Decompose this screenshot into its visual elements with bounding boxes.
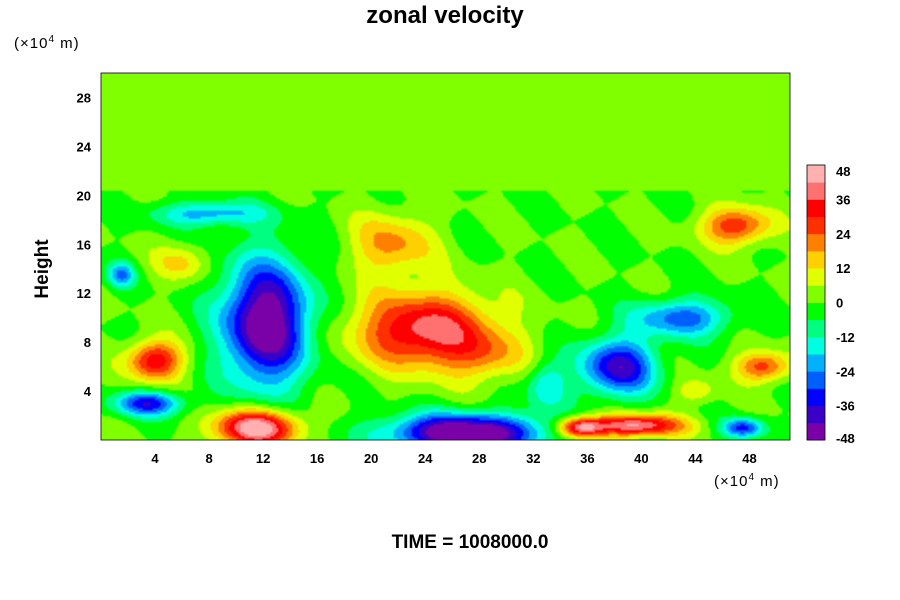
y-tick-label: 4 — [84, 384, 92, 399]
colorbar-swatch — [807, 250, 825, 269]
colorbar-swatch — [807, 285, 825, 303]
colorbar-swatch — [807, 405, 825, 424]
time-label: TIME = 1008000.0 — [391, 532, 549, 553]
colorbar-frame — [806, 164, 826, 441]
colorbar-swatch — [807, 388, 825, 407]
colorbar-swatch — [807, 336, 825, 355]
x-tick-label: 4 — [151, 451, 159, 466]
colorbar-tick-labels: 48 36 24 12 0 -12 -24 -36 -48 — [836, 164, 856, 446]
colorbar-tick-label: 0 — [836, 296, 843, 311]
y-tick-label: 12 — [77, 286, 91, 301]
y-tick-label: 28 — [77, 90, 91, 105]
x-tick-label: 16 — [310, 451, 324, 466]
x-axis-unit: (×104 m) — [714, 472, 780, 490]
colorbar-swatch — [807, 233, 825, 252]
y-tick-labels: 4 8 12 16 20 24 28 — [77, 90, 92, 399]
y-tick-label: 16 — [77, 237, 91, 252]
colorbar-swatch — [807, 165, 825, 183]
colorbar-swatch — [807, 319, 825, 338]
colorbar-tick-label: -48 — [836, 431, 855, 446]
colorbar-swatch — [807, 199, 825, 217]
x-tick-label: 36 — [580, 451, 594, 466]
chart-title: zonal velocity — [366, 2, 524, 29]
plot-frame — [100, 72, 791, 441]
x-tick-label: 28 — [472, 451, 486, 466]
colorbar-swatch — [807, 371, 825, 389]
x-tick-label: 44 — [688, 451, 703, 466]
y-axis-unit: (×104 m) — [14, 34, 80, 52]
x-tick-label: 32 — [526, 451, 540, 466]
x-tick-label: 12 — [256, 451, 270, 466]
colorbar-tick-label: -36 — [836, 399, 855, 414]
colorbar-tick-label: 48 — [836, 164, 850, 179]
colorbar-tick-label: 24 — [836, 227, 851, 242]
y-tick-label: 24 — [77, 139, 92, 154]
x-tick-label: 24 — [418, 451, 433, 466]
colorbar-tick-label: -12 — [836, 330, 855, 345]
colorbar-swatch — [807, 182, 825, 200]
colorbar-swatch — [807, 268, 825, 286]
x-tick-label: 8 — [205, 451, 212, 466]
colorbar-tick-label: -24 — [836, 364, 856, 379]
x-tick-label: 40 — [634, 451, 648, 466]
y-tick-label: 20 — [77, 188, 91, 203]
colorbar-swatch — [807, 302, 825, 321]
y-tick-label: 8 — [84, 335, 91, 350]
velocity-field-image — [101, 73, 790, 440]
x-tick-label: 20 — [364, 451, 378, 466]
colorbar-swatch — [807, 354, 825, 372]
colorbar-swatch — [807, 216, 825, 235]
x-tick-label: 48 — [742, 451, 756, 466]
colorbar-tick-label: 36 — [836, 192, 850, 207]
x-tick-labels: 4 8 12 16 20 24 28 32 36 40 44 48 — [151, 451, 756, 466]
colorbar-tick-label: 12 — [836, 261, 850, 276]
colorbar — [806, 164, 826, 441]
colorbar-swatch — [807, 422, 825, 441]
